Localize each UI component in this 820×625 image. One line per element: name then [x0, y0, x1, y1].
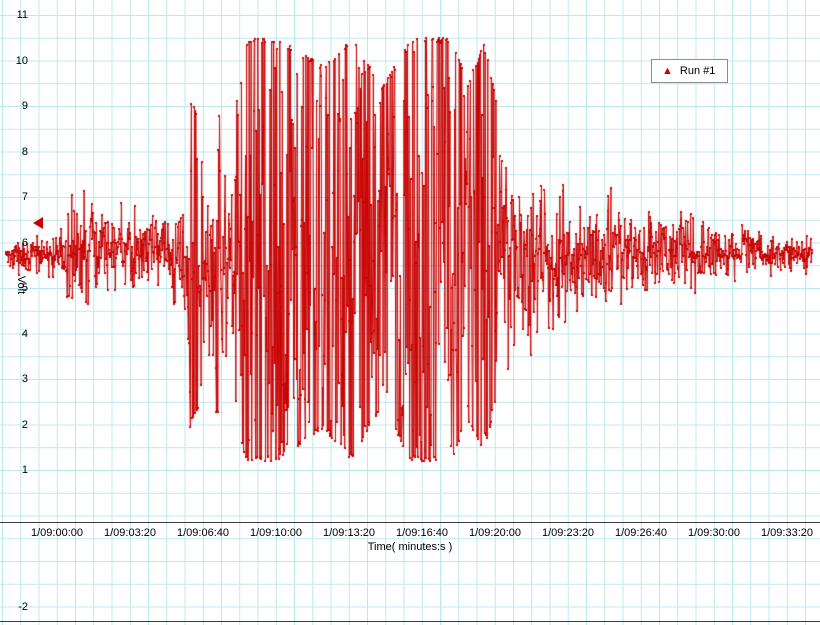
x-tick-label: 1/09:23:20: [542, 527, 594, 539]
y-tick-label: 8: [21, 145, 28, 158]
bottom-border-line: [0, 621, 820, 622]
y-tick-label-minus2: -2: [18, 601, 28, 613]
legend-series-label: Run #1: [679, 65, 716, 77]
x-tick-label: 1/09:33:20: [761, 527, 813, 539]
y-tick-label: 4: [21, 327, 28, 340]
x-tick-label: 1/09:06:40: [177, 527, 229, 539]
x-axis-title: Time( minutes:s ): [367, 541, 453, 553]
y-tick-label: 5: [21, 282, 28, 294]
y-axis-title: Volt: [15, 275, 27, 295]
legend-box: ▲ Run #1: [651, 59, 729, 83]
x-tick-label: 1/09:30:00: [688, 527, 740, 539]
x-tick-label: 1/09:13:20: [323, 527, 375, 539]
y-tick-label: 9: [21, 100, 28, 112]
y-tick-label: 11: [16, 9, 28, 21]
y-tick-label: 1: [21, 464, 28, 476]
x-tick-label: 1/09:03:20: [104, 527, 156, 539]
x-tick-label: 1/09:00:00: [31, 527, 83, 539]
x-tick-label: 1/09:10:00: [250, 527, 302, 539]
y-tick-label: 10: [15, 54, 28, 67]
y-tick-label: 2: [21, 418, 28, 431]
x-tick-label: 1/09:26:40: [615, 527, 667, 539]
y-tick-label: 6: [21, 236, 28, 249]
x-tick-label: 1/09:20:00: [469, 527, 521, 539]
x-axis-line: [0, 522, 820, 523]
legend-triangle-up-icon: ▲: [662, 64, 673, 77]
cursor-triangle-left-icon[interactable]: [33, 217, 43, 229]
x-tick-label: 1/09:16:40: [396, 527, 448, 539]
y-tick-label: 3: [21, 373, 28, 385]
y-tick-label: 7: [21, 191, 28, 203]
